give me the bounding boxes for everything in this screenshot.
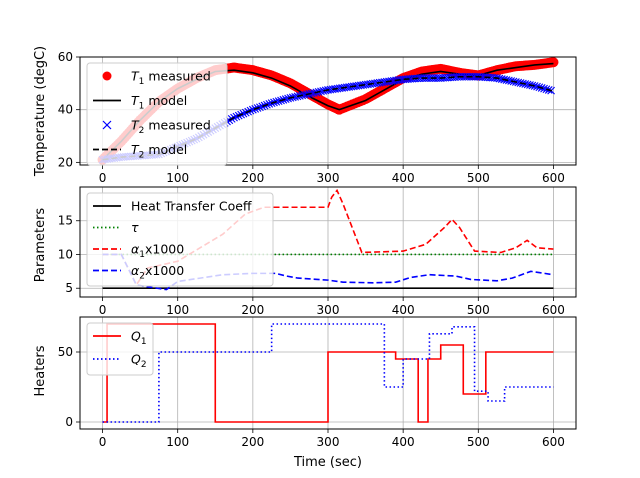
data-point (256, 103, 264, 112)
axes-frame (79, 186, 577, 298)
data-point (281, 95, 290, 104)
ylabel-parameters: Parameters (33, 208, 48, 283)
data-point (533, 82, 541, 91)
data-point (495, 74, 504, 83)
data-point (548, 57, 559, 68)
y-tick-label: 20 (58, 155, 73, 169)
legend-label: T2 measured (131, 118, 211, 137)
legend-box (86, 192, 274, 287)
x-tick-label: 100 (166, 171, 189, 185)
y-tick-label: 50 (58, 345, 73, 359)
y-tick-label: 15 (58, 214, 73, 228)
series-3-line (102, 253, 554, 291)
legend-label: T1 model (131, 93, 187, 112)
plot-area (102, 188, 554, 291)
x-tick-label: 200 (241, 435, 264, 449)
parameters-panel: 0 100 200 300 400 500 600 5 10 15 Heat Transfer Co… (58, 186, 577, 317)
data-point (239, 109, 248, 118)
data-point (317, 87, 325, 96)
legend-label: τ (131, 220, 139, 235)
x-tick-label: 200 (241, 171, 264, 185)
legend-marker (102, 120, 112, 130)
plot-area (102, 323, 554, 423)
data-point (497, 75, 506, 83)
legend-label: Heat Transfer Coeff (131, 199, 252, 214)
legend-label: α1x1000 (131, 242, 184, 261)
legend-label: Q1 (131, 329, 147, 348)
legend: Heat Transfer Coeff τ α1x1000 α2x1000 (86, 192, 274, 287)
legend-label: Q2 (131, 352, 147, 371)
series-1-line (102, 323, 554, 423)
data-point (319, 87, 328, 95)
x-tick-label: 300 (317, 171, 340, 185)
legend-label: α2x1000 (131, 263, 184, 282)
axes-frame (79, 56, 577, 166)
x-tick-label: 500 (467, 435, 490, 449)
legend-label: T2 model (131, 142, 187, 161)
legend-box (86, 62, 228, 166)
x-tick-label: 400 (392, 303, 415, 317)
data-point (274, 97, 283, 106)
x-tick-label: 600 (542, 171, 565, 185)
data-point (265, 100, 274, 108)
data-point (530, 82, 539, 90)
data-point (284, 94, 292, 103)
x-tick-label: 0 (99, 303, 107, 317)
data-point (523, 80, 532, 89)
ylabel-heaters: Heaters (33, 345, 48, 396)
legend: T1 measured T1 model T2 measured T2 model (86, 62, 228, 166)
x-tick-label: 300 (317, 435, 340, 449)
data-point (514, 78, 523, 87)
data-point (310, 89, 318, 97)
series-0-line (102, 323, 554, 423)
x-tick-label: 100 (166, 303, 189, 317)
ylabel-temperature: Temperature (degC) (33, 46, 48, 177)
series-2-line (102, 188, 554, 287)
x-tick-label: 0 (99, 171, 107, 185)
x-tick-label: 400 (392, 435, 415, 449)
x-tick-label: 0 (99, 435, 107, 449)
x-tick-label: 400 (392, 171, 415, 185)
data-point (504, 76, 513, 85)
y-tick-label: 10 (58, 247, 73, 261)
data-point (540, 84, 548, 93)
data-point (291, 92, 300, 101)
x-tick-label: 200 (241, 303, 264, 317)
y-tick-label: 0 (65, 415, 73, 429)
legend-label: T1 measured (131, 69, 211, 88)
data-point (258, 102, 267, 111)
x-tick-label: 300 (317, 303, 340, 317)
data-point (248, 105, 257, 114)
x-tick-label: 500 (467, 171, 490, 185)
legend-marker (102, 71, 112, 81)
axes-frame (79, 316, 577, 430)
x-tick-label: 100 (166, 435, 189, 449)
data-point (300, 90, 309, 99)
x-tick-label: 600 (542, 435, 565, 449)
xlabel-time: Time (sec) (293, 455, 362, 470)
y-tick-label: 40 (58, 103, 73, 117)
data-point (232, 112, 241, 121)
x-tick-label: 600 (542, 303, 565, 317)
y-tick-label: 5 (65, 281, 73, 295)
x-tick-label: 500 (467, 303, 490, 317)
y-tick-label: 60 (58, 50, 73, 64)
